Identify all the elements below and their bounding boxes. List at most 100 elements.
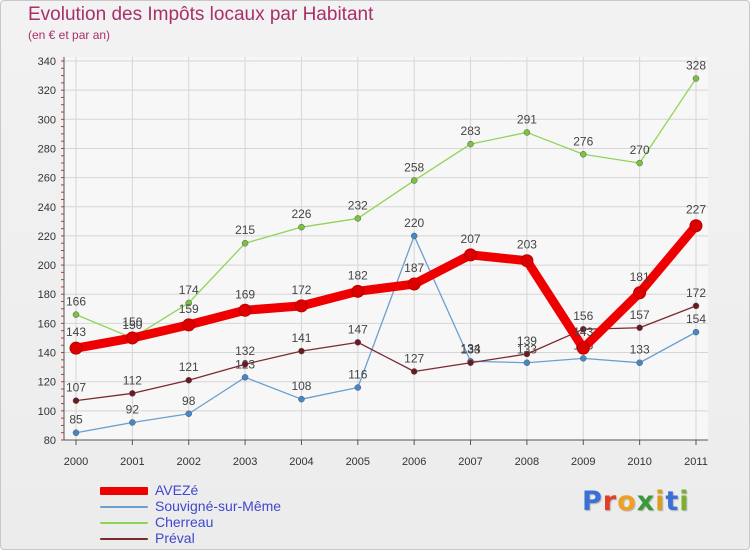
data-label-cherreau: 283 [461, 124, 481, 138]
data-label-aveze: 169 [235, 287, 255, 301]
data-point-preval [636, 324, 643, 332]
data-point-souvigne-sur-meme [354, 384, 362, 391]
data-point-aveze [294, 299, 308, 313]
data-label-cherreau: 226 [291, 207, 311, 221]
data-label-aveze: 207 [461, 232, 481, 246]
data-label-cherreau: 215 [235, 223, 255, 237]
data-label-preval: 156 [573, 309, 593, 323]
data-point-souvigne-sur-meme [523, 359, 531, 366]
logo-letter: i [679, 486, 690, 517]
data-point-cherreau [467, 140, 474, 148]
legend-swatch [100, 487, 148, 495]
data-point-aveze [633, 286, 647, 300]
data-point-preval [298, 347, 305, 355]
y-tick-label: 340 [38, 56, 56, 68]
data-point-aveze [464, 248, 478, 262]
data-point-cherreau [636, 159, 643, 167]
x-tick-label: 2003 [233, 456, 257, 468]
legend-label: Cherreau [155, 514, 214, 530]
data-point-souvigne-sur-meme [410, 232, 418, 240]
data-point-aveze [689, 219, 703, 233]
x-tick-label: 2001 [120, 456, 144, 468]
data-point-cherreau [523, 129, 531, 136]
data-point-preval [410, 368, 418, 375]
data-point-aveze [238, 303, 252, 317]
data-label-souvigne-sur-meme: 133 [630, 343, 650, 357]
data-label-souvigne-sur-meme: 85 [69, 413, 83, 427]
data-point-souvigne-sur-meme [72, 429, 80, 436]
y-tick-label: 180 [38, 289, 56, 301]
data-point-cherreau [354, 215, 362, 222]
data-point-preval [523, 350, 531, 358]
data-label-souvigne-sur-meme: 92 [126, 403, 140, 417]
data-point-cherreau [72, 311, 80, 318]
plot-area [64, 57, 708, 440]
legend-swatch [100, 538, 148, 540]
chart-subtitle: (en € et par an) [28, 28, 111, 42]
data-label-aveze: 181 [630, 270, 650, 284]
data-label-cherreau: 270 [630, 143, 650, 157]
data-label-aveze: 143 [573, 325, 593, 339]
legend-swatch [100, 522, 148, 524]
y-tick-label: 80 [44, 435, 56, 447]
x-tick-label: 2000 [64, 456, 88, 468]
data-label-cherreau: 291 [517, 112, 537, 126]
x-tick-label: 2010 [627, 456, 651, 468]
y-tick-label: 140 [38, 348, 56, 360]
x-tick-label: 2007 [458, 456, 482, 468]
logo-letter: P [582, 486, 603, 517]
data-label-preval: 157 [630, 308, 650, 322]
data-point-preval [580, 325, 587, 333]
data-label-preval: 112 [123, 373, 142, 387]
data-label-cherreau: 174 [179, 283, 199, 297]
data-point-aveze [520, 254, 534, 268]
data-point-souvigne-sur-meme [185, 410, 192, 418]
data-label-cherreau: 258 [404, 161, 424, 175]
data-label-cherreau: 276 [573, 134, 593, 148]
y-tick-label: 240 [38, 202, 56, 214]
data-label-preval: 107 [66, 381, 86, 395]
x-tick-label: 2005 [346, 456, 370, 468]
logo-letter: r [602, 486, 618, 517]
data-point-preval [241, 360, 249, 368]
data-point-cherreau [298, 223, 305, 231]
data-point-cherreau [185, 299, 192, 307]
data-label-souvigne-sur-meme: 133 [517, 343, 537, 357]
data-point-souvigne-sur-meme [129, 419, 136, 426]
data-label-preval: 121 [179, 360, 199, 374]
x-tick-label: 2008 [515, 456, 539, 468]
y-tick-label: 100 [38, 406, 56, 418]
data-label-preval: 141 [291, 331, 311, 345]
data-label-aveze: 172 [291, 283, 311, 297]
x-tick-label: 2006 [402, 456, 426, 468]
data-label-preval: 172 [686, 286, 706, 300]
data-label-cherreau: 232 [348, 198, 368, 212]
data-point-preval [354, 339, 362, 346]
logo-letter: o [617, 486, 637, 517]
data-label-preval: 133 [461, 343, 481, 357]
data-label-preval: 147 [348, 322, 368, 336]
data-point-souvigne-sur-meme [636, 359, 643, 366]
data-label-souvigne-sur-meme: 154 [686, 312, 706, 326]
data-label-souvigne-sur-meme: 220 [404, 216, 424, 230]
data-label-aveze: 182 [348, 268, 368, 282]
data-label-aveze: 143 [66, 325, 86, 339]
y-tick-label: 260 [38, 173, 56, 185]
data-point-cherreau [410, 177, 418, 184]
data-point-preval [72, 397, 80, 404]
data-point-aveze [351, 284, 365, 298]
y-tick-label: 160 [38, 318, 56, 330]
data-label-souvigne-sur-meme: 108 [291, 379, 311, 393]
data-label-aveze: 159 [179, 302, 199, 316]
y-tick-label: 220 [38, 231, 56, 243]
data-point-souvigne-sur-meme [692, 328, 700, 336]
data-label-preval: 132 [235, 344, 255, 358]
series-line-preval [75, 305, 697, 402]
data-label-cherreau: 166 [66, 295, 86, 309]
chart-title: Evolution des Impôts locaux par Habitant [28, 4, 374, 25]
data-label-souvigne-sur-meme: 134 [461, 341, 481, 355]
data-label-cherreau: 328 [686, 58, 706, 72]
logo-letter: t [665, 486, 680, 517]
x-tick-label: 2004 [289, 456, 313, 468]
